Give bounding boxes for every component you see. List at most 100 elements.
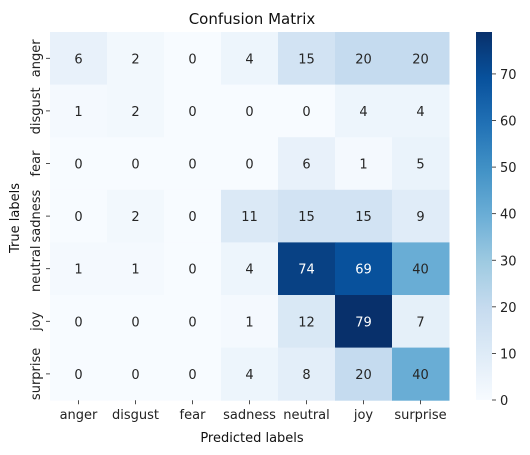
y-axis-label: True labels <box>8 183 23 254</box>
x-tick-label: joy <box>353 408 374 423</box>
heatmap-cell <box>50 347 108 401</box>
heatmap-cell <box>335 137 393 191</box>
cell-value-label: 0 <box>302 105 310 120</box>
heatmap-cell <box>164 32 222 86</box>
cell-value-label: 20 <box>355 52 372 67</box>
heatmap-cell <box>50 84 108 138</box>
cell-value-label: 9 <box>416 210 424 225</box>
heatmap-cell <box>107 242 165 296</box>
cell-value-label: 40 <box>412 263 429 278</box>
heatmap-cell <box>278 84 336 138</box>
cell-value-label: 1 <box>131 263 139 278</box>
cell-value-label: 0 <box>188 368 196 383</box>
heatmap-cell <box>107 347 165 401</box>
x-tick-label: sadness <box>223 408 276 423</box>
cell-value-label: 12 <box>298 315 315 330</box>
cell-value-label: 1 <box>359 158 367 173</box>
heatmap-cell <box>107 137 165 191</box>
cell-value-label: 1 <box>245 315 253 330</box>
x-tick-label: neutral <box>283 408 330 423</box>
heatmap-cell <box>164 84 222 138</box>
heatmap-cell <box>335 84 393 138</box>
heatmap-cell <box>107 32 165 86</box>
heatmap-cell <box>164 242 222 296</box>
heatmap-cell <box>221 32 279 86</box>
colorbar-tick-label: 60 <box>500 115 517 130</box>
cell-value-label: 40 <box>412 368 429 383</box>
y-tick-label: neutral <box>29 245 44 292</box>
cell-value-label: 15 <box>298 52 315 67</box>
cell-value-label: 15 <box>298 210 315 225</box>
cell-value-label: 0 <box>131 315 139 330</box>
heatmap-cell <box>50 189 108 243</box>
heatmap-cell <box>278 137 336 191</box>
cell-value-label: 6 <box>74 52 82 67</box>
cell-value-label: 0 <box>74 158 82 173</box>
colorbar-tick-label: 40 <box>500 208 517 223</box>
cell-value-label: 6 <box>302 158 310 173</box>
colorbar-tick-label: 30 <box>500 254 517 269</box>
cell-value-label: 0 <box>188 105 196 120</box>
cell-value-label: 4 <box>359 105 367 120</box>
colorbar-tick-label: 50 <box>500 161 517 176</box>
heatmap-cell <box>221 242 279 296</box>
y-tick-label: fear <box>29 150 44 177</box>
heatmap-cell <box>392 242 450 296</box>
cell-value-label: 79 <box>355 315 372 330</box>
y-tick-label: surprise <box>29 348 44 400</box>
heatmap-cell <box>50 137 108 191</box>
heatmap-cell <box>50 242 108 296</box>
heatmap-cell <box>107 84 165 138</box>
heatmap-cell <box>335 32 393 86</box>
cell-value-label: 4 <box>245 52 253 67</box>
cell-value-label: 0 <box>188 52 196 67</box>
y-tick-labels: anger disgust fear sadness neutral joy surpris… <box>29 39 50 400</box>
heatmap-cell <box>278 242 336 296</box>
cell-value-label: 0 <box>131 158 139 173</box>
heatmap-cell <box>107 189 165 243</box>
cell-value-label: 0 <box>74 368 82 383</box>
heatmap-cells: 6 2 0 4 15 20 201 2 0 0 0 4 40 0 0 0 6 1 50 2 0 11 15 15 91 1 0 4 74… <box>50 32 450 401</box>
heatmap-cell <box>164 347 222 401</box>
heatmap-cell <box>335 189 393 243</box>
heatmap-cell <box>278 32 336 86</box>
heatmap-cell <box>221 347 279 401</box>
x-tick-label: fear <box>180 408 207 423</box>
cell-value-label: 7 <box>416 315 424 330</box>
heatmap-cell <box>335 295 393 349</box>
colorbar-tick-label: 0 <box>500 394 508 409</box>
heatmap-cell <box>164 189 222 243</box>
cell-value-label: 8 <box>302 368 310 383</box>
heatmap-cell <box>50 295 108 349</box>
y-tick-label: sadness <box>29 189 44 242</box>
y-tick-label: disgust <box>29 87 44 134</box>
cell-value-label: 74 <box>298 263 315 278</box>
cell-value-label: 0 <box>188 158 196 173</box>
cell-value-label: 20 <box>412 52 429 67</box>
heatmap-cell <box>164 295 222 349</box>
y-tick-label: joy <box>29 311 44 332</box>
colorbar-tick-label: 70 <box>500 68 517 83</box>
x-tick-label: anger <box>60 408 98 423</box>
cell-value-label: 0 <box>245 158 253 173</box>
heatmap-cell <box>50 32 108 86</box>
cell-value-label: 0 <box>188 315 196 330</box>
y-tick-label: anger <box>29 39 44 77</box>
heatmap-cell <box>221 137 279 191</box>
x-tick-labels: anger disgust fear sadness neutral joy surpris… <box>60 400 447 423</box>
cell-value-label: 0 <box>131 368 139 383</box>
heatmap-cell <box>335 347 393 401</box>
chart-title: Confusion Matrix <box>189 10 316 28</box>
cell-value-label: 0 <box>74 210 82 225</box>
heatmap-cell <box>392 32 450 86</box>
heatmap-cell <box>221 84 279 138</box>
x-tick-label: surprise <box>394 408 446 423</box>
heatmap-cell <box>278 189 336 243</box>
cell-value-label: 0 <box>188 263 196 278</box>
cell-value-label: 0 <box>245 105 253 120</box>
cell-value-label: 15 <box>355 210 372 225</box>
heatmap-cell <box>107 295 165 349</box>
cell-value-label: 11 <box>241 210 258 225</box>
colorbar-tick-label: 20 <box>500 301 517 316</box>
heatmap-cell <box>278 347 336 401</box>
